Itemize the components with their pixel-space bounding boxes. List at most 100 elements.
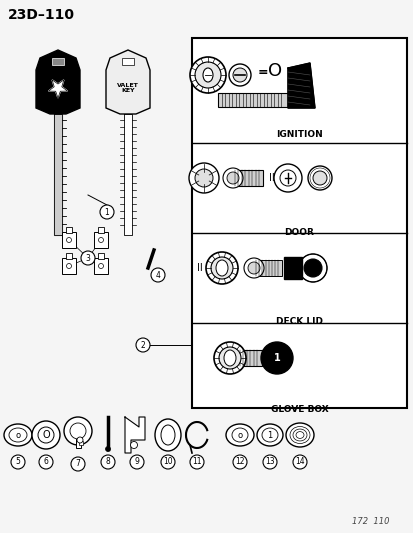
Ellipse shape — [4, 424, 32, 446]
Ellipse shape — [32, 421, 60, 449]
Text: 3: 3 — [85, 254, 90, 262]
Ellipse shape — [211, 257, 233, 279]
Bar — [76, 438, 81, 448]
Ellipse shape — [70, 423, 86, 439]
Text: 23D–110: 23D–110 — [8, 8, 75, 22]
Text: o: o — [15, 431, 21, 440]
Circle shape — [151, 268, 165, 282]
Text: 7: 7 — [76, 459, 80, 469]
Ellipse shape — [154, 419, 180, 451]
Circle shape — [39, 455, 53, 469]
Bar — [62, 258, 76, 274]
Ellipse shape — [256, 424, 282, 446]
Bar — [254, 260, 281, 276]
Ellipse shape — [66, 238, 71, 243]
Text: II: II — [268, 173, 274, 183]
Polygon shape — [124, 114, 132, 235]
Polygon shape — [48, 80, 67, 98]
Text: 14: 14 — [294, 457, 304, 466]
Ellipse shape — [226, 172, 238, 184]
Ellipse shape — [225, 424, 254, 446]
Text: O: O — [267, 62, 281, 80]
Ellipse shape — [195, 62, 221, 88]
Ellipse shape — [233, 68, 247, 82]
Circle shape — [71, 457, 85, 471]
Circle shape — [130, 455, 144, 469]
Bar — [66, 227, 72, 233]
Ellipse shape — [190, 57, 225, 93]
Text: 172  110: 172 110 — [351, 517, 389, 526]
Bar — [218, 93, 287, 107]
Ellipse shape — [216, 260, 228, 276]
Bar — [233, 170, 262, 186]
Ellipse shape — [206, 252, 237, 284]
Ellipse shape — [243, 258, 263, 278]
Ellipse shape — [214, 342, 245, 374]
Text: 6: 6 — [43, 457, 48, 466]
Bar — [122, 58, 134, 65]
Ellipse shape — [64, 417, 92, 445]
Circle shape — [11, 455, 25, 469]
Ellipse shape — [261, 428, 277, 442]
Text: 1: 1 — [273, 353, 280, 363]
Bar — [94, 258, 108, 274]
Ellipse shape — [312, 171, 326, 185]
Ellipse shape — [105, 447, 110, 451]
Bar — [52, 58, 64, 65]
Bar — [192, 38, 406, 408]
Circle shape — [81, 251, 95, 265]
Text: IGNITION: IGNITION — [275, 130, 322, 139]
Bar — [98, 227, 104, 233]
Bar — [66, 253, 72, 259]
Bar — [98, 253, 104, 259]
Polygon shape — [125, 417, 145, 453]
Ellipse shape — [161, 425, 175, 445]
Ellipse shape — [38, 427, 54, 443]
Text: O: O — [42, 430, 50, 440]
Text: 13: 13 — [265, 457, 274, 466]
Text: 5: 5 — [16, 457, 20, 466]
PathPatch shape — [36, 50, 80, 114]
Ellipse shape — [195, 169, 212, 187]
Text: 12: 12 — [235, 457, 244, 466]
Ellipse shape — [218, 347, 240, 369]
Circle shape — [262, 455, 276, 469]
Polygon shape — [287, 63, 314, 108]
Text: DOOR: DOOR — [284, 228, 314, 237]
Text: 11: 11 — [192, 457, 201, 466]
Ellipse shape — [9, 428, 27, 442]
Text: II: II — [197, 263, 202, 273]
Text: 1: 1 — [104, 207, 109, 216]
Circle shape — [100, 205, 114, 219]
Text: o: o — [237, 431, 242, 440]
Ellipse shape — [223, 168, 242, 188]
Text: 9: 9 — [134, 457, 139, 466]
Ellipse shape — [228, 64, 250, 86]
Circle shape — [136, 338, 150, 352]
Ellipse shape — [298, 254, 326, 282]
Bar — [230, 350, 261, 366]
PathPatch shape — [106, 50, 150, 114]
Text: =: = — [257, 66, 268, 78]
Text: GLOVE BOX: GLOVE BOX — [270, 405, 328, 414]
Bar — [79, 441, 83, 445]
Circle shape — [292, 455, 306, 469]
Bar — [62, 232, 76, 248]
Ellipse shape — [285, 423, 313, 447]
Ellipse shape — [260, 342, 292, 374]
Text: 10: 10 — [163, 457, 172, 466]
Circle shape — [161, 455, 175, 469]
Bar — [283, 257, 301, 279]
Ellipse shape — [98, 238, 103, 243]
Ellipse shape — [77, 437, 83, 443]
Ellipse shape — [247, 262, 259, 274]
Text: 2: 2 — [140, 341, 145, 350]
Text: 4: 4 — [155, 271, 160, 279]
Ellipse shape — [66, 263, 71, 269]
Ellipse shape — [98, 263, 103, 269]
Ellipse shape — [130, 441, 137, 448]
Text: VALET
KEY: VALET KEY — [117, 83, 138, 93]
Circle shape — [233, 455, 247, 469]
Ellipse shape — [189, 163, 218, 193]
Ellipse shape — [231, 428, 247, 442]
